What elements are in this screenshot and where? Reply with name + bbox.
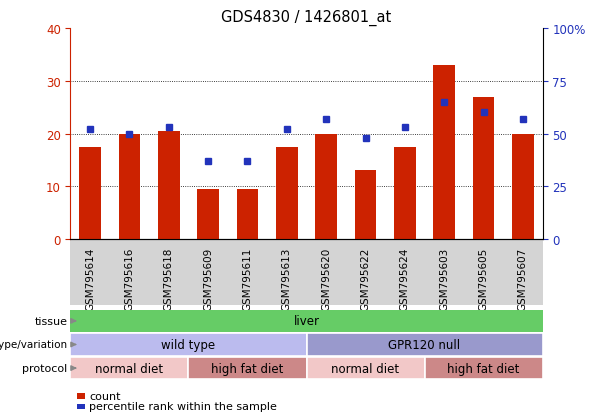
Bar [158, 132, 180, 240]
Text: genotype/variation: genotype/variation [0, 339, 67, 350]
Bar [276, 147, 298, 240]
Text: GPR120 null: GPR120 null [389, 338, 460, 351]
Bar [197, 190, 219, 240]
Title: GDS4830 / 1426801_at: GDS4830 / 1426801_at [221, 10, 392, 26]
Text: protocol: protocol [22, 363, 67, 373]
Text: high fat diet: high fat diet [211, 362, 284, 375]
Text: percentile rank within the sample: percentile rank within the sample [89, 401, 277, 411]
Bar [433, 66, 455, 240]
Text: normal diet: normal diet [96, 362, 164, 375]
Text: count: count [89, 391, 121, 401]
Bar [512, 134, 534, 240]
Bar [315, 134, 337, 240]
Text: high fat diet: high fat diet [447, 362, 520, 375]
Bar [355, 171, 376, 240]
Bar [237, 190, 258, 240]
Text: tissue: tissue [34, 316, 67, 326]
Bar [79, 147, 101, 240]
Text: liver: liver [294, 315, 319, 328]
Bar [473, 97, 494, 240]
Text: wild type: wild type [161, 338, 216, 351]
Bar [119, 134, 140, 240]
Text: normal diet: normal diet [332, 362, 400, 375]
Bar [394, 147, 416, 240]
